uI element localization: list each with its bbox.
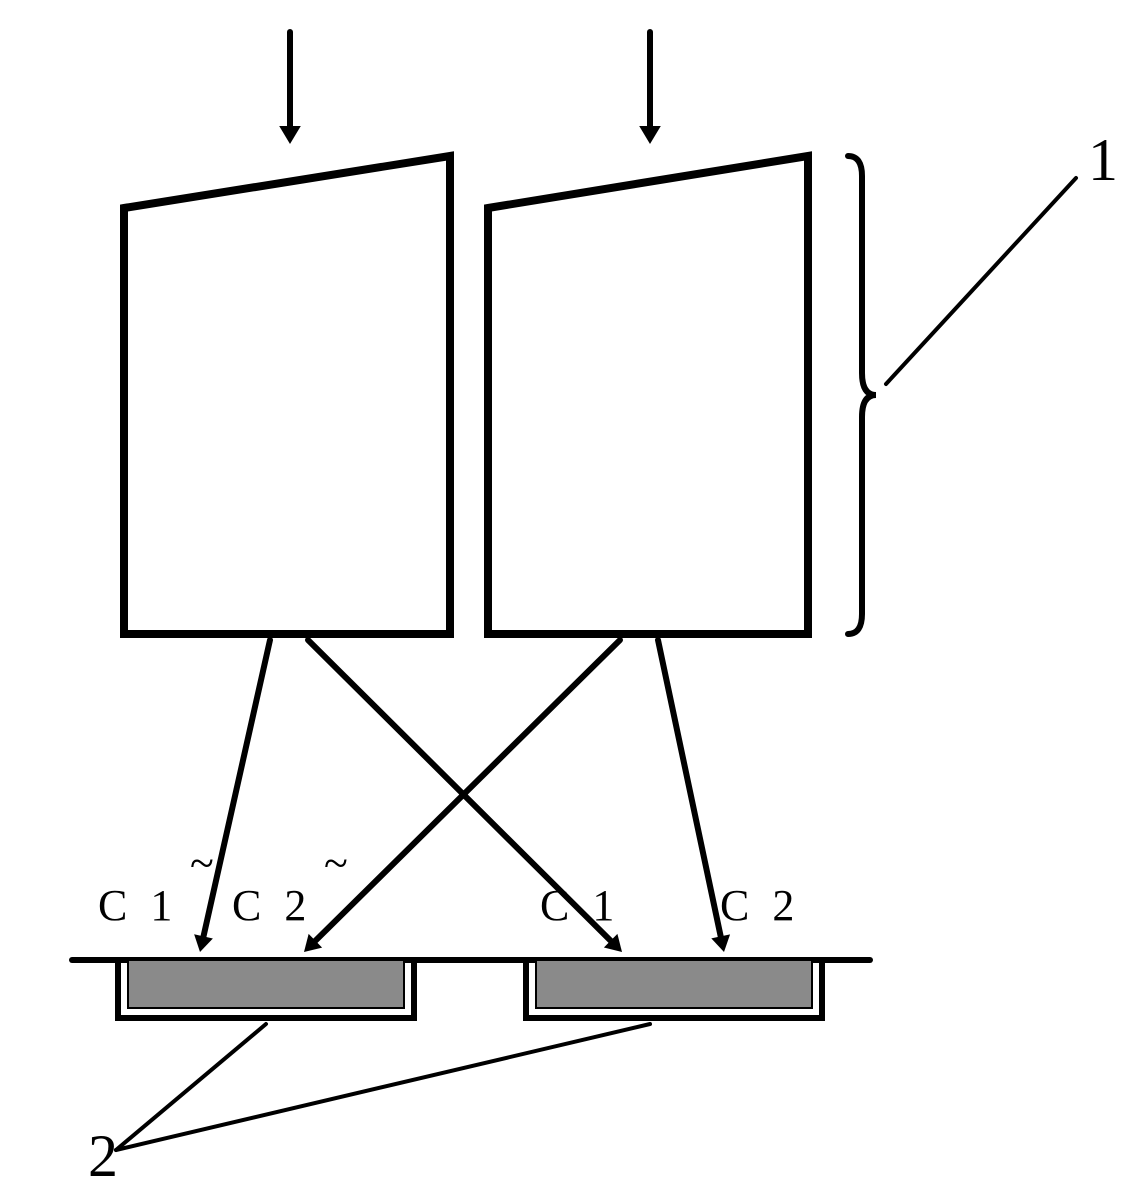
receiver-well-left — [118, 960, 414, 1018]
label-c2: C 2 — [720, 881, 800, 930]
ref-2: 2 — [88, 1123, 118, 1183]
brace-icon — [848, 156, 876, 634]
receiver-well-right — [526, 960, 822, 1018]
label-c2-tilde: C 2 — [232, 881, 312, 930]
ref-1: 1 — [1088, 127, 1118, 193]
top-arrow-right-icon — [639, 32, 661, 144]
top-arrow-left-icon — [279, 32, 301, 144]
ref2-leader-b — [116, 1024, 650, 1150]
label-c1: C 1 — [540, 881, 620, 930]
prism-right — [488, 156, 808, 634]
prism-left — [124, 156, 450, 634]
label-c1-tilde-tilde-icon: ~ — [190, 839, 214, 888]
label-c2-tilde-tilde-icon: ~ — [324, 839, 348, 888]
ref1-leader — [886, 178, 1076, 384]
label-c1-tilde: C 1 — [98, 881, 178, 930]
